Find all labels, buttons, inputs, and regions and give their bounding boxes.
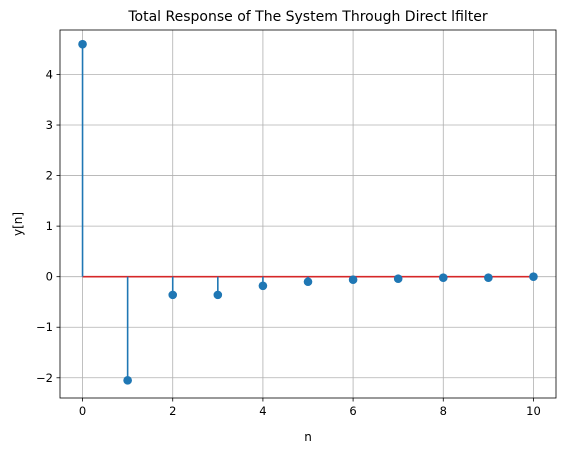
stem-marker	[393, 274, 403, 284]
stem-marker	[303, 277, 313, 287]
stem-marker	[438, 273, 448, 282]
x-ticks: 0 2 4 6 8 10	[79, 398, 541, 418]
y-tick-label: 4	[46, 67, 53, 81]
x-tick-label: 8	[440, 404, 447, 418]
stems	[81, 44, 490, 381]
plot-frame	[59, 29, 557, 399]
stem-marker	[348, 275, 358, 285]
y-axis-label: y[n]	[11, 212, 25, 236]
x-tick-label: 0	[79, 404, 86, 418]
grid	[60, 30, 556, 398]
stem-marker	[168, 290, 178, 300]
stem-marker	[529, 272, 538, 281]
x-tick-label: 2	[169, 404, 176, 418]
y-tick-label: 3	[46, 118, 53, 132]
stem-marker	[78, 39, 87, 49]
x-tick-label: 6	[349, 404, 356, 418]
x-axis-label: n	[304, 430, 312, 444]
stem-marker	[213, 290, 223, 300]
x-tick-label: 10	[526, 404, 541, 418]
markers	[78, 39, 538, 385]
x-tick-label: 4	[259, 404, 266, 418]
stem-marker	[484, 273, 493, 282]
y-tick-label: 2	[46, 169, 53, 183]
y-tick-label: −2	[36, 371, 53, 385]
y-tick-label: 0	[46, 270, 53, 284]
y-ticks: −2 −1 0 1 2 3 4	[36, 67, 60, 385]
y-tick-label: −1	[36, 320, 53, 334]
stem-marker	[258, 281, 268, 291]
stem-marker	[123, 376, 132, 385]
chart-title: Total Response of The System Through Dir…	[127, 9, 488, 25]
y-tick-label: 1	[46, 219, 53, 233]
